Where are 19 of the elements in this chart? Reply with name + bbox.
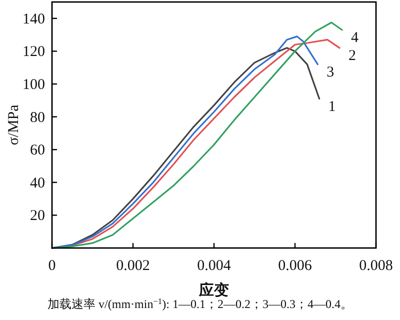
x-tick-label: 0.002 bbox=[116, 258, 150, 274]
series-label: 2 bbox=[348, 48, 356, 64]
x-axis-title: 应变 bbox=[198, 281, 229, 299]
y-tick-label: 80 bbox=[30, 110, 45, 126]
text: 加载速率 v/(mm·min$^{−1}$): 1—0.1；2—0.2；3—0.3；4—0.4。 bbox=[48, 296, 352, 311]
y-tick-label: 140 bbox=[22, 11, 45, 28]
x-tick-label: 0 bbox=[48, 258, 56, 274]
y-tick-label: 40 bbox=[30, 175, 45, 192]
x-tick-label: 0.008 bbox=[359, 258, 393, 274]
y-tick-label: 120 bbox=[22, 44, 45, 60]
series-label: 4 bbox=[350, 30, 359, 46]
series-label: 1 bbox=[328, 98, 336, 115]
y-axis-title: σ/MPa bbox=[6, 104, 22, 146]
x-tick-label: 0.006 bbox=[278, 258, 312, 274]
x-tick-label: 0.004 bbox=[197, 258, 232, 274]
y-tick-label: 20 bbox=[30, 208, 45, 224]
y-tick-label: 100 bbox=[22, 77, 45, 93]
series-label: 3 bbox=[326, 64, 334, 80]
y-tick-label: 60 bbox=[30, 142, 45, 159]
